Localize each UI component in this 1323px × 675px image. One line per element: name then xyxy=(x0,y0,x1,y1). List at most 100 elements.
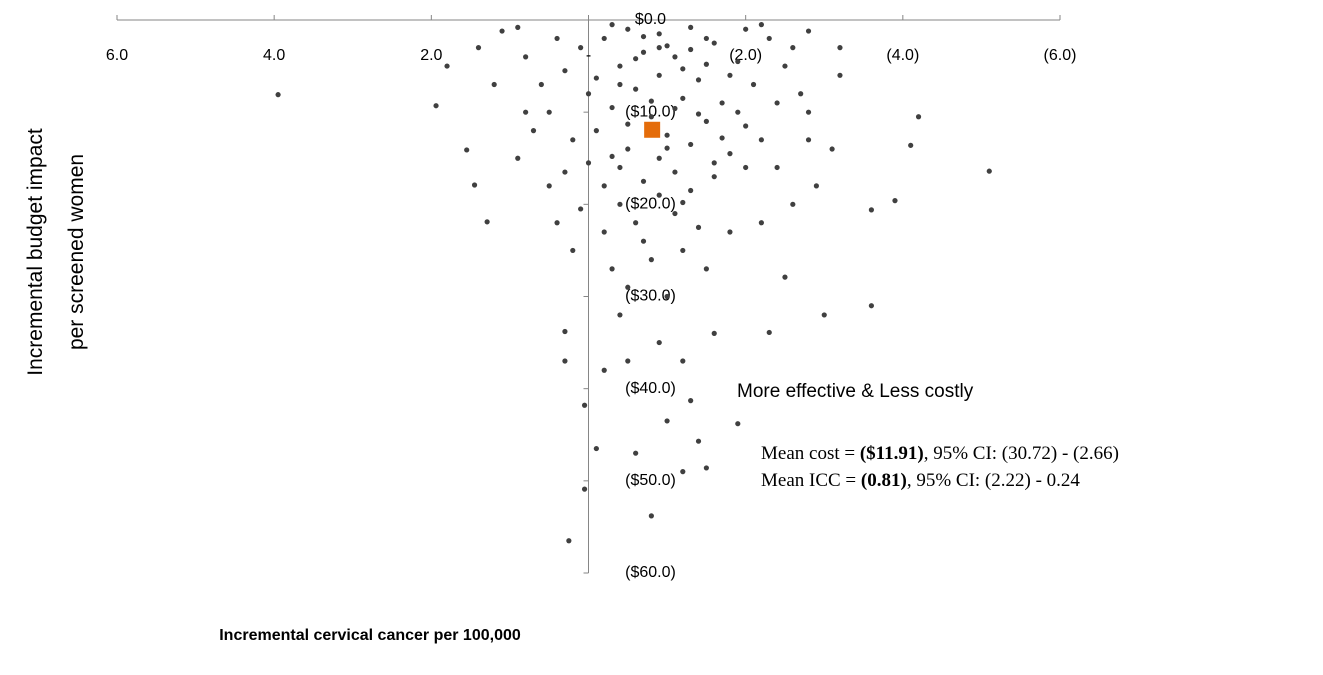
point xyxy=(609,22,615,28)
point xyxy=(617,312,623,318)
point xyxy=(711,40,717,46)
point xyxy=(656,72,662,78)
point xyxy=(672,210,678,217)
point xyxy=(680,469,686,475)
point xyxy=(484,219,490,225)
point xyxy=(735,421,741,427)
point xyxy=(515,155,521,161)
point xyxy=(664,43,670,49)
point xyxy=(672,54,678,60)
y-tick-label: ($50.0) xyxy=(625,472,676,489)
point xyxy=(758,22,764,28)
point xyxy=(475,45,482,51)
point xyxy=(609,266,615,272)
point xyxy=(601,35,607,42)
point xyxy=(664,145,670,151)
point xyxy=(695,224,702,230)
point xyxy=(719,100,725,106)
point xyxy=(664,293,670,300)
point xyxy=(515,24,521,30)
y-tick-label: $0.0 xyxy=(635,11,666,28)
point xyxy=(743,123,749,129)
x-tick-label: 2.0 xyxy=(420,47,442,64)
y-title-line: Incremental budget impact xyxy=(24,128,47,376)
point xyxy=(633,450,639,456)
point xyxy=(625,121,631,127)
point xyxy=(743,26,749,32)
point xyxy=(499,28,505,34)
y-tick-label: ($20.0) xyxy=(625,196,676,213)
point xyxy=(703,61,709,67)
point xyxy=(758,137,764,143)
x-tick-label: 4.0 xyxy=(263,47,285,64)
point xyxy=(805,28,812,34)
point xyxy=(546,109,552,115)
point xyxy=(680,199,686,206)
point xyxy=(782,274,788,280)
y-tick-label: ($40.0) xyxy=(625,380,676,397)
point xyxy=(633,86,639,92)
point xyxy=(680,247,686,254)
point xyxy=(735,58,741,65)
point xyxy=(617,164,623,171)
point xyxy=(633,56,639,62)
point xyxy=(562,169,568,175)
point xyxy=(578,45,584,51)
point xyxy=(570,247,576,254)
point xyxy=(640,178,647,184)
text: , 95% CI: (30.72) - (2.66) xyxy=(924,443,1119,464)
point xyxy=(711,174,717,180)
point xyxy=(695,438,702,444)
text: ($11.91) xyxy=(860,443,924,464)
point xyxy=(609,153,615,160)
point xyxy=(727,72,733,78)
y-tick-label: ($10.0) xyxy=(625,103,676,120)
point xyxy=(790,45,796,51)
point xyxy=(601,367,607,373)
point xyxy=(821,312,827,318)
point xyxy=(523,109,529,115)
point xyxy=(656,339,662,346)
mean-icc: Mean ICC = (0.81), 95% CI: (2.22) - 0.24 xyxy=(761,470,1080,491)
point xyxy=(640,238,647,244)
point xyxy=(601,229,607,235)
point xyxy=(868,303,875,309)
point xyxy=(648,98,654,104)
point xyxy=(766,35,772,42)
point xyxy=(774,100,780,106)
text: Mean cost = xyxy=(761,443,860,464)
point xyxy=(656,192,662,198)
point xyxy=(562,68,568,74)
point xyxy=(523,54,529,60)
point xyxy=(703,465,709,471)
point xyxy=(562,328,568,335)
point xyxy=(727,229,733,235)
point xyxy=(798,91,804,97)
point xyxy=(617,63,623,69)
point xyxy=(530,128,537,134)
point xyxy=(609,104,615,111)
point xyxy=(805,109,812,115)
point xyxy=(680,95,686,101)
point xyxy=(640,49,647,55)
point xyxy=(664,132,670,138)
point xyxy=(648,114,654,120)
point xyxy=(703,118,709,124)
point xyxy=(471,182,478,188)
point xyxy=(617,201,623,207)
point xyxy=(766,329,772,336)
x-tick-label: 6.0 xyxy=(106,47,128,64)
point xyxy=(758,220,764,226)
point xyxy=(625,146,631,152)
point xyxy=(750,81,757,88)
point xyxy=(915,114,922,120)
point xyxy=(703,266,709,272)
point xyxy=(617,81,623,88)
point xyxy=(566,538,572,544)
point xyxy=(695,77,702,83)
x-axis-title: Incremental cervical cancer per 100,000 xyxy=(219,627,521,644)
point xyxy=(593,75,599,81)
point xyxy=(868,207,875,213)
point xyxy=(986,168,992,174)
